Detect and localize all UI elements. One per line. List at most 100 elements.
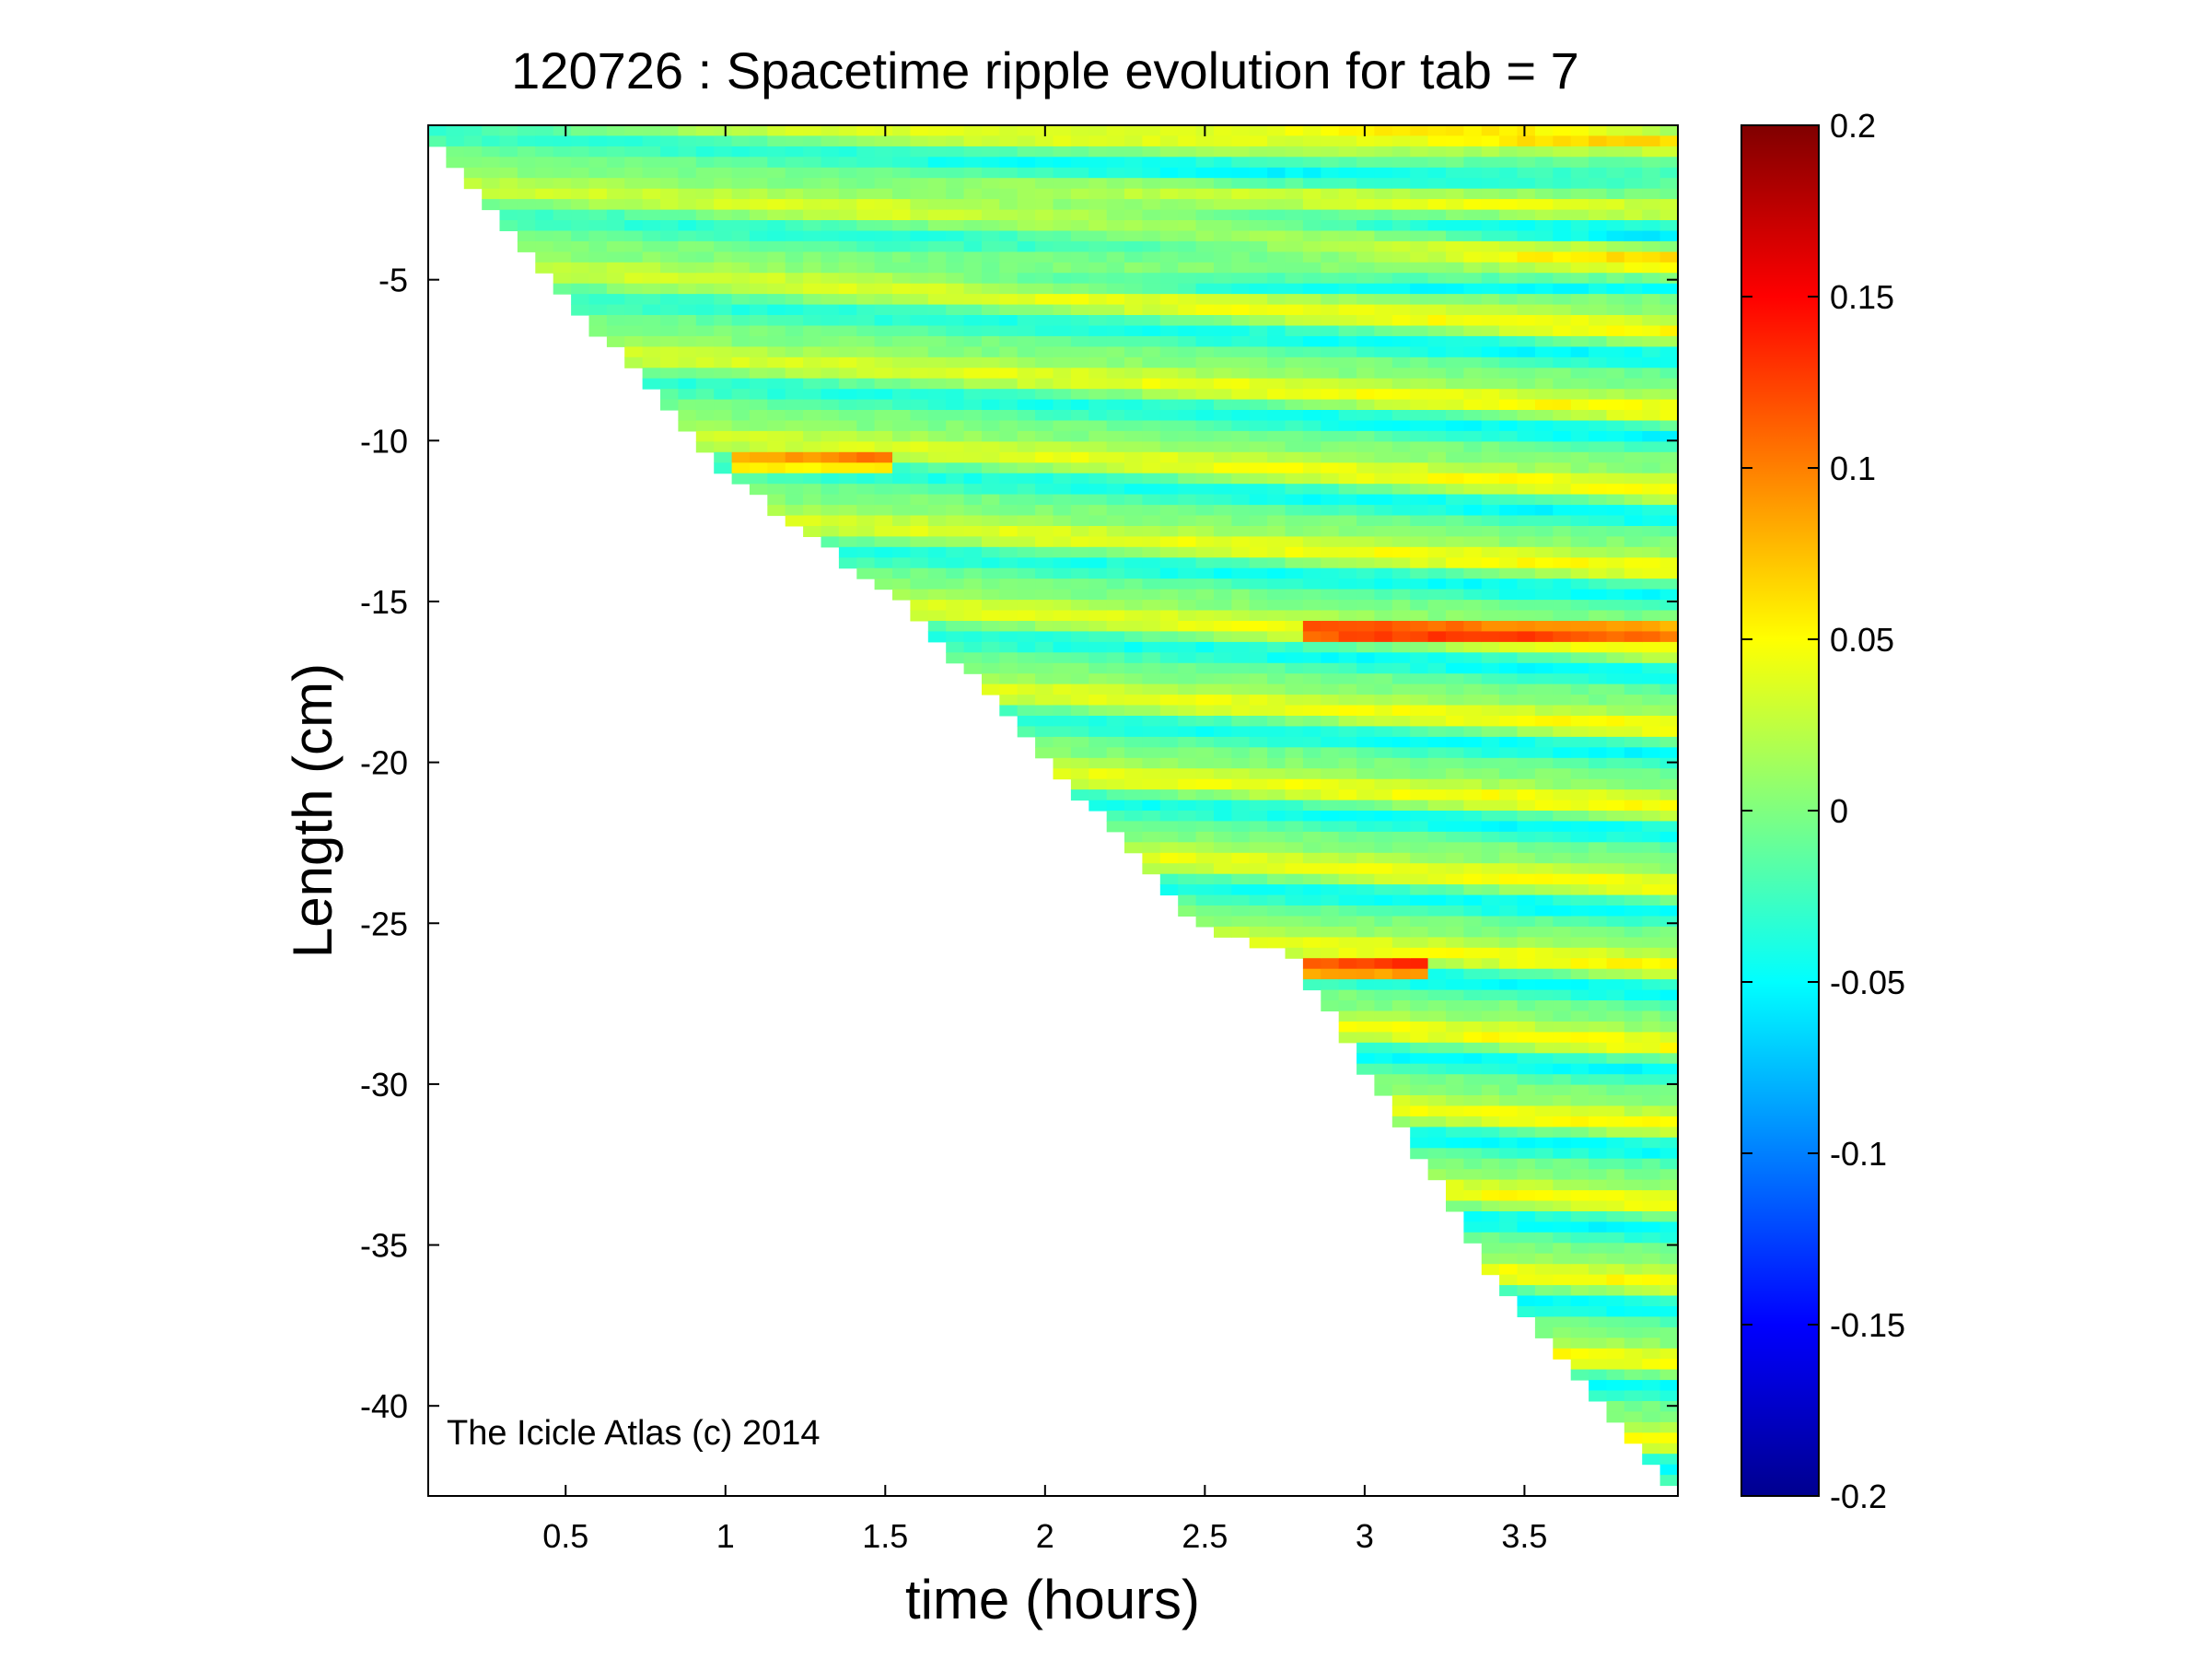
- heatmap-cell: [1427, 526, 1447, 537]
- heatmap-cell: [1159, 546, 1179, 558]
- heatmap-cell: [1410, 1105, 1429, 1117]
- heatmap-cell: [1659, 1264, 1678, 1276]
- heatmap-cell: [1195, 747, 1215, 759]
- heatmap-cell: [1089, 673, 1108, 685]
- heatmap-cell: [1659, 768, 1678, 780]
- heatmap-cell: [1053, 220, 1072, 231]
- heatmap-cell: [1553, 567, 1572, 579]
- heatmap-cell: [1446, 251, 1464, 263]
- heatmap-cell: [1446, 683, 1464, 695]
- heatmap-cell: [821, 536, 840, 548]
- heatmap-cell: [874, 356, 893, 368]
- heatmap-cell: [642, 220, 661, 231]
- heatmap-cell: [1195, 378, 1215, 390]
- heatmap-cell: [1159, 600, 1179, 612]
- heatmap-cell: [1410, 1095, 1429, 1106]
- heatmap-cell: [1606, 146, 1625, 158]
- heatmap-cell: [821, 262, 840, 274]
- heatmap-cell: [1321, 926, 1340, 938]
- heatmap-cell: [731, 335, 751, 347]
- heatmap-cell: [1267, 462, 1286, 474]
- heatmap-cell: [1481, 1137, 1500, 1149]
- heatmap-cell: [624, 135, 644, 147]
- heatmap-cell: [1374, 631, 1393, 643]
- heatmap-cell: [1231, 726, 1251, 738]
- heatmap-cell: [1589, 1074, 1608, 1086]
- heatmap-cell: [1534, 368, 1554, 380]
- heatmap-cell: [910, 578, 929, 590]
- heatmap-cell: [946, 315, 965, 326]
- heatmap-cell: [982, 240, 1000, 252]
- heatmap-cell: [1446, 673, 1464, 685]
- heatmap-cell: [1159, 557, 1179, 569]
- heatmap-cell: [1178, 768, 1197, 780]
- heatmap-cell: [1499, 1243, 1519, 1255]
- heatmap-cell: [1410, 515, 1429, 527]
- heatmap-cell: [1053, 430, 1072, 442]
- heatmap-cell: [1106, 451, 1125, 463]
- heatmap-cell: [606, 283, 625, 295]
- heatmap-cell: [1446, 873, 1464, 885]
- heatmap-cell: [1517, 505, 1536, 517]
- heatmap-cell: [1553, 526, 1572, 537]
- heatmap-cell: [553, 178, 572, 190]
- heatmap-cell: [1231, 441, 1251, 453]
- heatmap-cell: [1570, 641, 1589, 653]
- heatmap-cell: [695, 368, 715, 380]
- heatmap-cell: [1410, 947, 1429, 959]
- heatmap-cell: [571, 240, 590, 252]
- heatmap-cell: [1570, 621, 1589, 632]
- heatmap-cell: [1624, 1011, 1643, 1022]
- heatmap-cell: [927, 494, 947, 506]
- heatmap-cell: [1427, 515, 1447, 527]
- heatmap-cell: [1035, 610, 1054, 622]
- heatmap-cell: [1159, 389, 1179, 401]
- heatmap-cell: [1659, 1295, 1678, 1307]
- heatmap-cell: [1142, 335, 1161, 347]
- heatmap-cell: [1391, 494, 1411, 506]
- heatmap-cell: [1517, 1137, 1536, 1149]
- heatmap-cell: [1356, 473, 1376, 485]
- heatmap-cell: [1035, 705, 1054, 717]
- heatmap-cell: [856, 368, 876, 380]
- heatmap-cell: [1624, 157, 1643, 169]
- heatmap-cell: [1159, 736, 1179, 748]
- heatmap-cell: [1178, 652, 1197, 664]
- heatmap-cell: [1089, 273, 1108, 285]
- heatmap-cell: [838, 199, 857, 211]
- colorbar: [1740, 124, 1820, 1497]
- heatmap-cell: [856, 484, 876, 496]
- heatmap-cell: [517, 157, 536, 169]
- heatmap-cell: [463, 167, 483, 179]
- heatmap-cell: [1124, 494, 1143, 506]
- heatmap-cell: [1517, 199, 1536, 211]
- heatmap-cell: [1391, 315, 1411, 326]
- heatmap-cell: [1124, 462, 1143, 474]
- heatmap-cell: [1338, 451, 1357, 463]
- y-tick-label: -40: [360, 1387, 408, 1425]
- heatmap-cell: [749, 451, 768, 463]
- heatmap-cell: [1356, 1011, 1376, 1022]
- heatmap-cell: [1642, 356, 1661, 368]
- heatmap-cell: [606, 262, 625, 274]
- heatmap-cell: [1338, 220, 1357, 231]
- heatmap-cell: [1249, 557, 1268, 569]
- heatmap-cell: [1499, 947, 1519, 959]
- heatmap-cell: [1142, 589, 1161, 601]
- heatmap-cell: [1589, 441, 1608, 453]
- heatmap-cell: [660, 273, 679, 285]
- heatmap-cell: [910, 304, 929, 316]
- heatmap-cell: [749, 420, 768, 432]
- heatmap-cell: [1553, 768, 1572, 780]
- heatmap-cell: [1302, 420, 1321, 432]
- heatmap-cell: [1089, 304, 1108, 316]
- heatmap-cell: [1624, 188, 1643, 200]
- heatmap-cell: [1624, 800, 1643, 812]
- heatmap-cell: [695, 356, 715, 368]
- heatmap-cell: [1374, 768, 1393, 780]
- heatmap-cell: [1606, 747, 1625, 759]
- heatmap-cell: [1338, 346, 1357, 358]
- heatmap-cell: [1553, 1011, 1572, 1022]
- heatmap-cell: [1391, 736, 1411, 748]
- heatmap-cell: [1446, 240, 1464, 252]
